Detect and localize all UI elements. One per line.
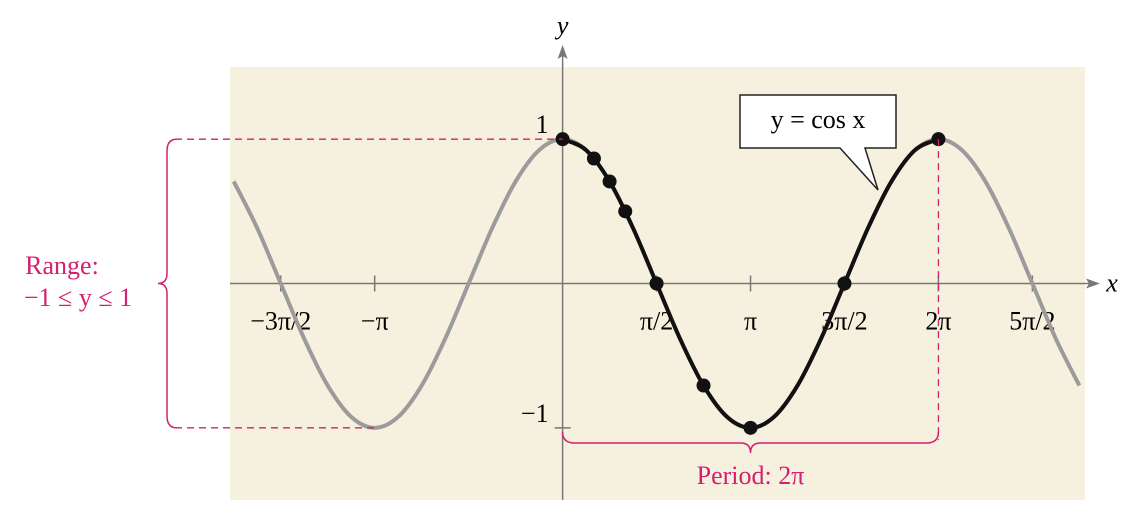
point xyxy=(586,151,601,166)
x-tick-label: π xyxy=(744,306,757,335)
y-arrow xyxy=(557,45,568,59)
period-brace xyxy=(561,431,940,454)
callout-text: y = cos x xyxy=(771,105,866,134)
callout-box xyxy=(739,94,897,191)
range-label: Range: xyxy=(25,251,99,280)
y-tick-label: −1 xyxy=(521,399,549,428)
y-tick-label: 1 xyxy=(536,110,549,139)
range-brace xyxy=(157,138,178,429)
point xyxy=(743,420,758,435)
point xyxy=(618,204,633,219)
point xyxy=(649,276,664,291)
x-axis-label: x xyxy=(1105,268,1118,297)
period-label: Period: 2π xyxy=(697,461,805,490)
x-tick-label: −π xyxy=(361,306,389,335)
point xyxy=(602,174,617,189)
range-label: −1 ≤ y ≤ 1 xyxy=(24,283,132,312)
point xyxy=(837,276,852,291)
y-axis-label: y xyxy=(554,11,569,40)
point xyxy=(696,378,711,393)
x-arrow xyxy=(1086,278,1100,289)
